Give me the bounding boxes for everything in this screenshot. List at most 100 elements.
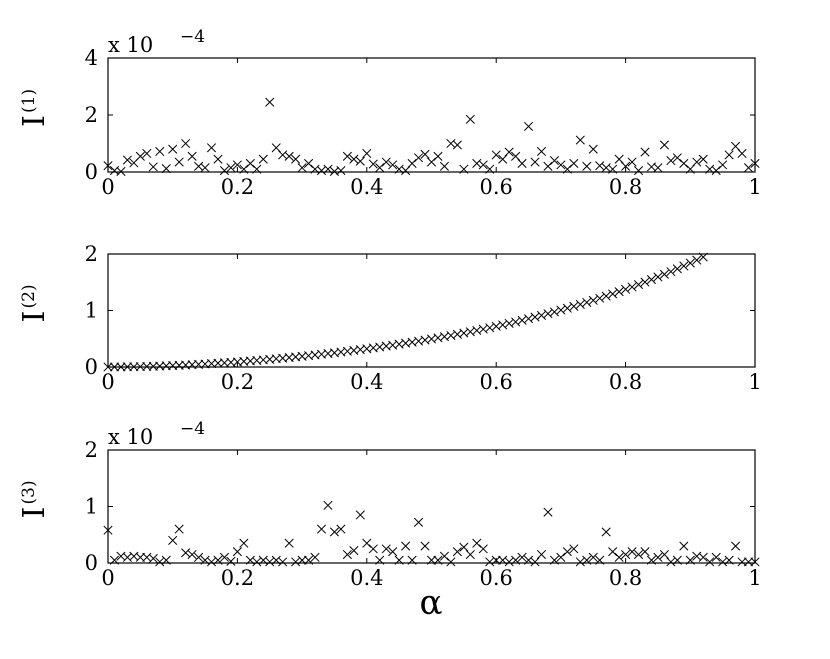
data-point	[336, 524, 346, 534]
data-point	[517, 315, 527, 325]
y-axis-label-superscript: (1)	[19, 89, 39, 113]
exponent-label: x 10	[108, 33, 153, 57]
data-point	[187, 549, 197, 560]
data-point	[420, 541, 430, 551]
data-point	[543, 309, 553, 319]
data-point	[433, 151, 443, 161]
data-point	[452, 547, 462, 557]
x-tick-label: 0.6	[479, 566, 512, 590]
data-point	[284, 151, 294, 161]
data-point	[304, 158, 314, 169]
data-point	[562, 547, 572, 557]
data-point	[232, 160, 242, 170]
data-point	[543, 507, 553, 517]
data-point	[621, 284, 631, 294]
data-point	[420, 149, 430, 159]
data-point	[679, 158, 689, 169]
data-point	[737, 148, 747, 159]
data-point	[213, 154, 223, 164]
data-point	[588, 295, 598, 305]
data-point	[478, 160, 488, 170]
data-point	[633, 166, 644, 176]
data-point	[323, 500, 333, 510]
data-point	[439, 551, 449, 561]
data-point	[523, 121, 534, 131]
x-tick-label: 0.6	[479, 175, 512, 199]
data-point	[375, 163, 385, 173]
data-point	[582, 161, 592, 171]
data-point	[621, 549, 631, 560]
data-point	[459, 542, 469, 552]
y-axis-label: I	[17, 311, 52, 323]
data-point	[569, 301, 579, 311]
data-point	[737, 557, 747, 567]
data-point	[297, 555, 307, 565]
data-point	[148, 162, 158, 172]
data-point	[116, 362, 126, 372]
data-point	[711, 166, 721, 176]
data-point	[135, 151, 145, 161]
data-point	[258, 154, 268, 164]
data-point	[711, 552, 721, 562]
data-point	[329, 527, 340, 537]
data-point	[135, 362, 145, 372]
data-point	[426, 157, 437, 167]
data-point	[342, 151, 352, 161]
data-point	[478, 544, 488, 554]
data-point	[252, 164, 262, 174]
data-point	[633, 280, 644, 290]
data-point	[750, 158, 760, 169]
data-point	[646, 555, 657, 565]
data-point	[472, 538, 482, 548]
data-point	[556, 160, 566, 170]
data-point	[388, 547, 398, 557]
data-point	[698, 252, 708, 262]
data-point	[627, 157, 637, 167]
data-point	[750, 557, 760, 567]
data-point	[659, 269, 669, 279]
data-point	[401, 541, 411, 551]
data-point	[381, 544, 391, 554]
y-tick-label: 2	[85, 242, 98, 266]
data-point	[174, 524, 184, 534]
data-point	[575, 557, 585, 567]
data-point	[200, 555, 210, 565]
data-point	[265, 557, 275, 567]
data-point	[239, 164, 249, 174]
data-point	[375, 555, 385, 565]
x-tick-label: 0.4	[350, 175, 383, 199]
y-axis-label-superscript: (3)	[19, 480, 39, 504]
data-point	[608, 547, 618, 557]
x-tick-label: 0.2	[221, 175, 254, 199]
data-point	[213, 555, 223, 565]
y-tick-label: 0	[85, 551, 98, 575]
data-point	[530, 557, 540, 567]
data-point	[316, 524, 327, 534]
data-point	[530, 312, 540, 322]
data-point	[743, 163, 754, 173]
data-point	[705, 557, 715, 567]
exponent-power: −4	[180, 419, 205, 439]
data-point	[187, 151, 197, 161]
data-point	[135, 552, 145, 562]
data-point	[355, 156, 365, 166]
data-point	[381, 157, 391, 167]
y-tick-label: 1	[85, 495, 98, 519]
data-point	[718, 160, 728, 170]
data-point	[491, 150, 501, 160]
x-tick-label: 0	[101, 175, 114, 199]
data-point	[595, 555, 605, 565]
data-point	[336, 166, 346, 176]
x-tick-label: 1	[748, 370, 761, 394]
data-point	[666, 267, 676, 277]
x-tick-label: 1	[748, 566, 761, 590]
data-point	[122, 155, 132, 165]
data-point	[646, 275, 657, 285]
data-point	[614, 287, 624, 297]
data-point	[265, 97, 275, 107]
data-point	[245, 555, 255, 565]
x-tick-label: 0.2	[221, 370, 254, 394]
data-point	[601, 291, 611, 301]
data-point	[718, 557, 728, 567]
